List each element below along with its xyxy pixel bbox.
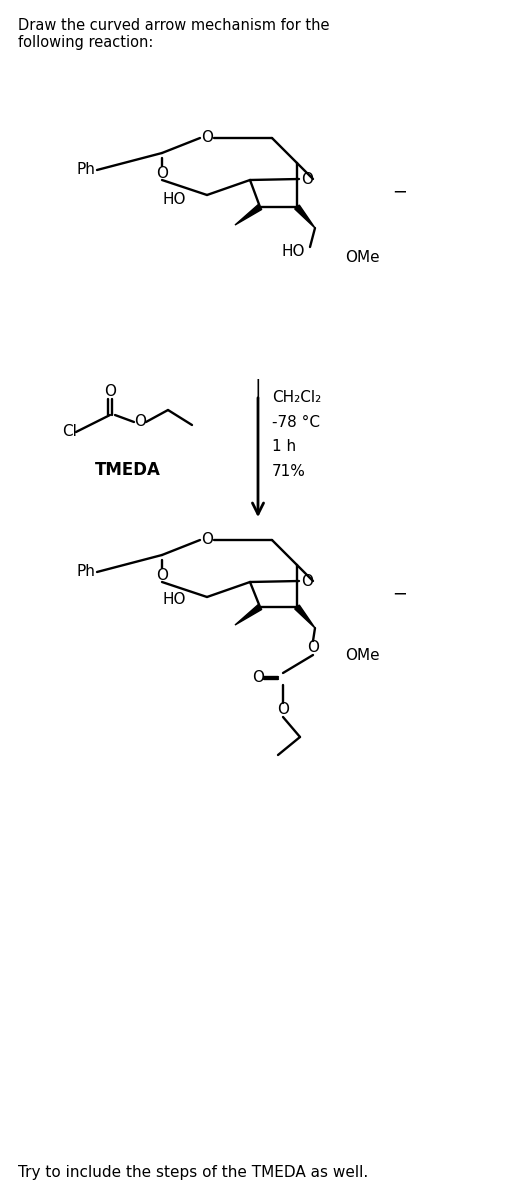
Text: HO: HO (163, 192, 186, 208)
Text: ─: ─ (395, 586, 406, 604)
Polygon shape (235, 605, 262, 625)
Text: HO: HO (282, 245, 305, 259)
Text: O: O (301, 172, 313, 186)
Polygon shape (235, 204, 262, 226)
Text: O: O (156, 166, 168, 180)
Text: O: O (307, 641, 319, 655)
Text: O: O (134, 414, 146, 430)
Text: CH₂Cl₂
-78 °C
1 h
71%: CH₂Cl₂ -78 °C 1 h 71% (272, 390, 321, 479)
Text: ─: ─ (395, 184, 406, 202)
Text: Ph: Ph (76, 162, 95, 178)
Text: Ph: Ph (76, 564, 95, 580)
Polygon shape (295, 605, 315, 628)
Text: Cl: Cl (62, 425, 77, 439)
Polygon shape (295, 205, 315, 228)
Text: O: O (201, 533, 213, 547)
Text: O: O (201, 131, 213, 145)
Text: OMe: OMe (345, 251, 380, 265)
Text: |: | (255, 378, 261, 397)
Text: O: O (104, 384, 116, 400)
Text: O: O (277, 702, 289, 718)
Text: Draw the curved arrow mechanism for the
following reaction:: Draw the curved arrow mechanism for the … (18, 18, 330, 50)
Text: TMEDA: TMEDA (95, 461, 161, 479)
Text: HO: HO (163, 593, 186, 607)
Text: O: O (252, 671, 264, 685)
Text: O: O (156, 568, 168, 582)
Text: O: O (301, 574, 313, 588)
Text: OMe: OMe (345, 648, 380, 662)
Text: Try to include the steps of the TMEDA as well.: Try to include the steps of the TMEDA as… (18, 1165, 368, 1180)
